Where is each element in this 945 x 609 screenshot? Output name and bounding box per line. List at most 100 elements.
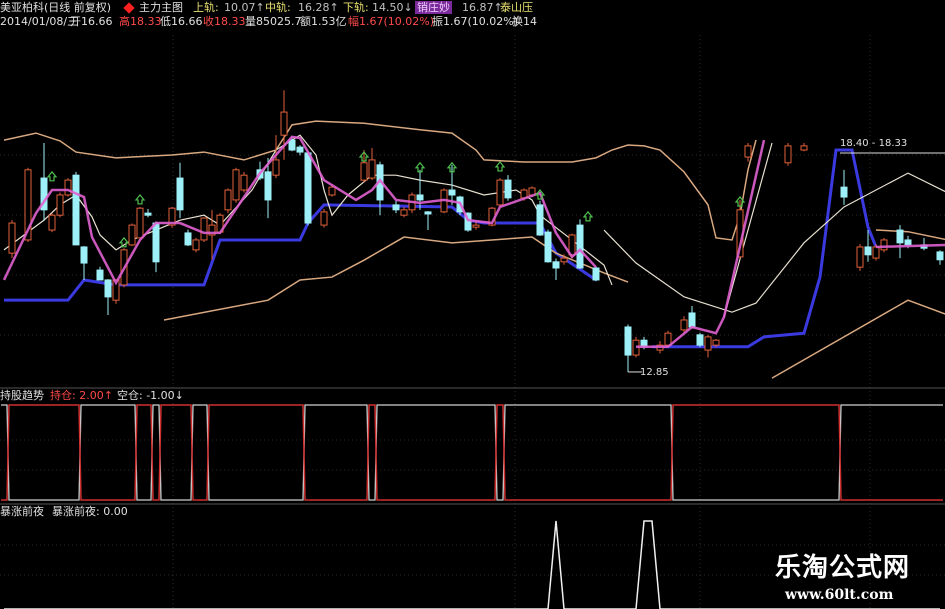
buy-arrow-icon [46, 170, 58, 182]
candle-body [280, 111, 288, 136]
down-candle [696, 332, 704, 348]
ma-magenta-line [875, 243, 945, 249]
lower-band-line [163, 236, 629, 321]
candle-body [104, 279, 112, 298]
up-candle [880, 237, 888, 253]
candle-body [288, 139, 296, 151]
up-candle [496, 178, 504, 207]
watermark-name: 乐淘公式网 [775, 553, 911, 583]
special-value: 16.87↑ [462, 1, 503, 14]
candle-body [864, 246, 872, 256]
stock-title: 美亚柏科(日线 前复权) [0, 1, 112, 14]
empty-value: 空仓: -1.00↓ [117, 389, 184, 402]
candle-body [48, 214, 56, 231]
down-candle [624, 324, 632, 372]
down-candle [688, 305, 696, 329]
candle-body [400, 209, 408, 216]
down-candle [552, 258, 560, 280]
up-candle [400, 206, 408, 218]
candle-body [696, 334, 704, 346]
candle-body [184, 232, 192, 246]
grid-lines [0, 35, 945, 609]
down-candle [592, 266, 600, 282]
candle-body [24, 169, 32, 241]
candle-body [56, 194, 64, 216]
down-candle [920, 237, 928, 251]
down-candle [536, 200, 544, 236]
candle-body [704, 336, 712, 351]
buy-arrow-icon [582, 210, 594, 222]
down-candle [144, 209, 152, 218]
low-value: 低16.66 [160, 15, 203, 28]
buy-arrow-icon [358, 151, 370, 162]
candle-body [272, 159, 280, 176]
up-candle [136, 206, 144, 240]
candle-body [232, 169, 240, 201]
ma-magenta-line [2, 135, 597, 286]
buy-arrow-icon [446, 161, 458, 173]
down-candle [576, 219, 584, 269]
candle-body [192, 239, 200, 251]
candle-body [320, 211, 328, 226]
down-candle [840, 169, 848, 205]
amplitude-value: 振1.67(10.02%) [432, 15, 519, 28]
candle-body [112, 279, 120, 301]
candle-body [360, 162, 368, 181]
up-candle [360, 150, 368, 183]
candle-body [552, 261, 560, 269]
up-candle [560, 254, 568, 265]
down-candle [96, 266, 104, 281]
low-price-label: 12.85 [640, 367, 669, 378]
up-candle [800, 143, 808, 152]
down-candle [176, 162, 184, 219]
open-value: 开16.66 [70, 15, 113, 28]
candle-body [208, 224, 216, 236]
up-candle [240, 171, 248, 193]
watermark-url: www.60lt.com [785, 587, 894, 603]
candle-body [784, 145, 792, 164]
surge-panel-title: 暴涨前夜 [0, 505, 44, 518]
down-candle [264, 157, 272, 219]
ma-white-line [723, 142, 773, 318]
up-candle [712, 338, 720, 348]
mid-band-label: 中轨: [265, 1, 291, 14]
hold-position-line [1, 404, 943, 501]
surge-value: 暴涨前夜: 0.00 [52, 505, 128, 518]
candle-body [880, 239, 888, 251]
turnover-value: 换14 [512, 15, 537, 28]
candle-body [576, 224, 584, 269]
close-value: 收18.33 [203, 15, 246, 28]
upper-band-label: 上轨: [193, 1, 219, 14]
up-candle [744, 143, 752, 162]
volume-value: 量85025.7 [245, 15, 302, 28]
buy-arrow-icon [118, 236, 130, 248]
up-candle [368, 147, 376, 181]
down-candle [544, 229, 552, 263]
down-candle [424, 211, 432, 231]
candle-body [152, 222, 160, 263]
down-candle [104, 279, 112, 316]
candle-body [856, 246, 864, 268]
down-candle [296, 145, 304, 156]
up-candle [704, 334, 712, 358]
down-candle [896, 225, 904, 259]
up-candle [232, 167, 240, 203]
buy-arrow-icon [494, 160, 506, 172]
high-price-label: 18.40 - 18.33 [840, 138, 908, 149]
mid-band-value: 16.28↑ [298, 1, 339, 14]
up-candle [168, 206, 176, 228]
candle-body [496, 179, 504, 206]
candle-body [904, 239, 912, 246]
down-candle [864, 230, 872, 262]
up-candle [320, 209, 328, 228]
up-candle [56, 192, 64, 218]
special-label: 销庄妙 [415, 1, 452, 14]
candle-body [168, 207, 176, 226]
candle-body [800, 145, 808, 151]
indicator-name: 主力主图 [139, 1, 183, 14]
up-candle [192, 237, 200, 253]
candle-body [680, 319, 688, 331]
up-candle [280, 90, 288, 160]
candle-body [744, 145, 752, 158]
